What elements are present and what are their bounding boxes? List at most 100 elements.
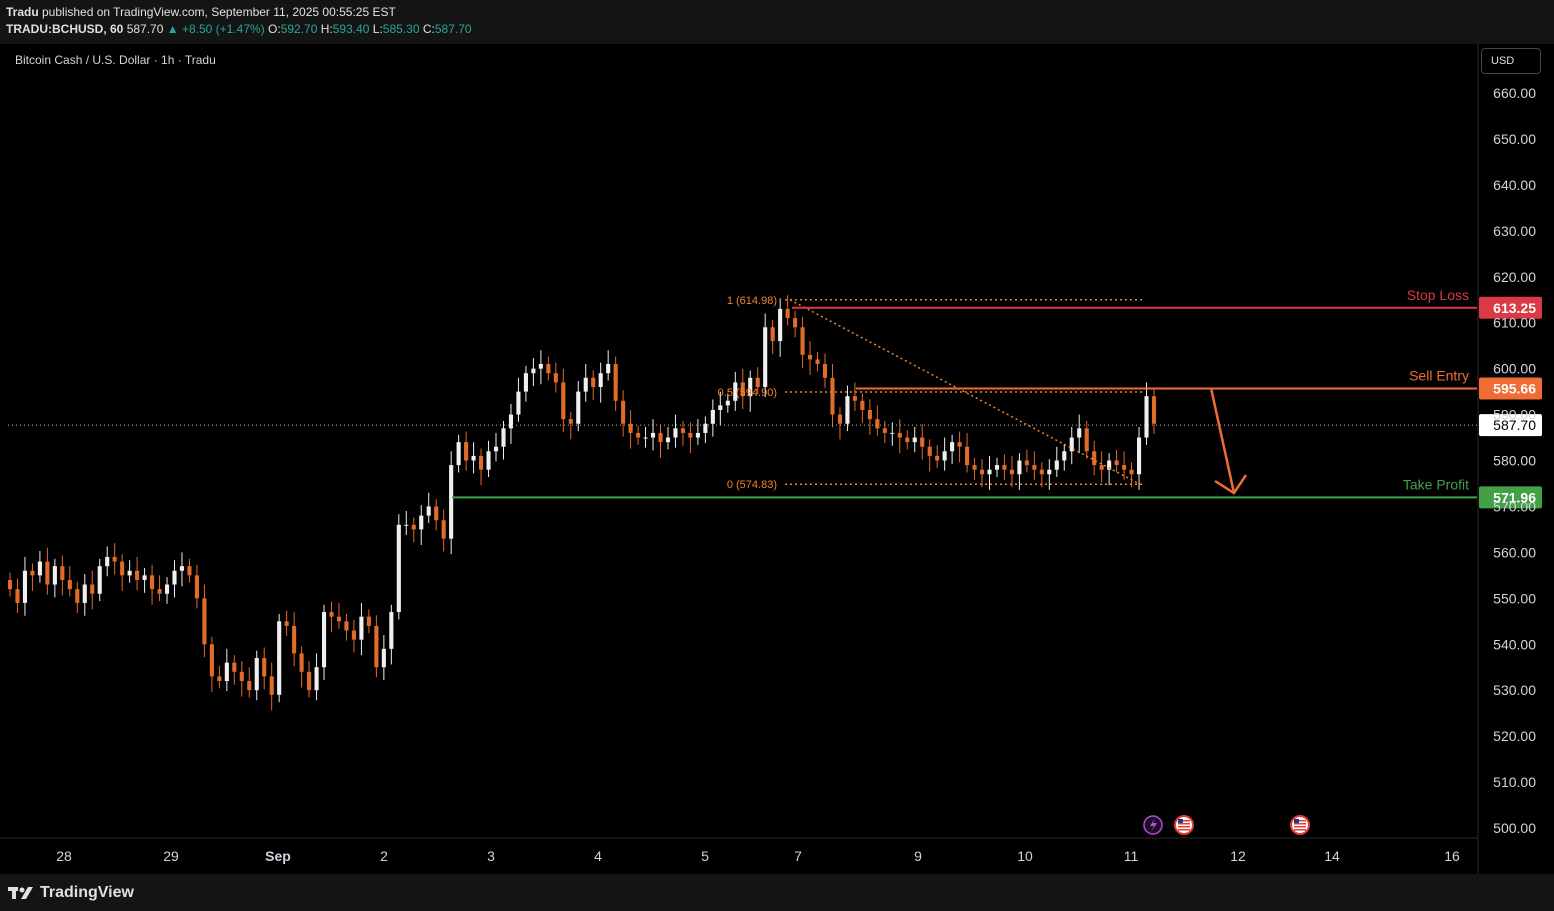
y-tick-label: 500.00 <box>1493 820 1536 836</box>
candle-body <box>262 658 267 677</box>
candle-body <box>890 432 895 434</box>
x-tick-label: 10 <box>1017 848 1033 864</box>
candle-body <box>837 414 843 424</box>
candle-body <box>441 520 446 539</box>
candle-body <box>1002 465 1007 470</box>
open-value: 592.70 <box>280 22 318 36</box>
currency-button[interactable]: USD <box>1481 48 1541 74</box>
candle-body <box>718 405 723 410</box>
candle-body <box>1129 469 1134 475</box>
candle-body <box>75 589 80 603</box>
x-tick-label: 29 <box>163 848 179 864</box>
candle-body <box>1009 469 1014 475</box>
candle-body <box>307 671 312 691</box>
fib-level-label: 0 (574.83) <box>727 479 777 491</box>
x-tick-label: Sep <box>265 848 291 864</box>
candle-body <box>546 364 551 374</box>
chart-frame[interactable] <box>0 44 1554 874</box>
price-tag <box>1479 296 1542 319</box>
candle-body <box>37 561 42 576</box>
candle-body <box>1069 437 1074 452</box>
x-tick-label: 12 <box>1230 848 1246 864</box>
price-tag-value: 571.96 <box>1493 489 1536 505</box>
candle-body <box>733 382 738 401</box>
y-tick-label: 540.00 <box>1493 636 1536 652</box>
candle-body <box>1136 437 1142 475</box>
candle-body <box>822 364 828 378</box>
open-label: O: <box>268 22 281 36</box>
price-tag-value: 595.66 <box>1493 381 1536 397</box>
candle-body <box>90 584 95 594</box>
candle-body <box>1039 469 1044 475</box>
candle-body <box>1077 428 1082 438</box>
candle-body <box>994 465 1000 470</box>
candle-body <box>217 676 222 681</box>
candle-body <box>598 373 603 387</box>
last-price: 587.70 <box>126 22 164 36</box>
candle-body <box>314 667 319 691</box>
fib-trend-line <box>789 299 1141 485</box>
candle-body <box>748 377 753 397</box>
x-tick-label: 2 <box>380 848 388 864</box>
candle-body <box>82 584 87 603</box>
candle-body <box>292 625 297 654</box>
publish-text: published on TradingView.com, September … <box>38 5 396 19</box>
candle-body <box>419 515 424 530</box>
candle-body <box>1151 396 1157 424</box>
high-label: H: <box>320 22 333 36</box>
candle-body <box>209 644 214 677</box>
candle-body <box>770 327 775 342</box>
candle-body <box>493 446 499 452</box>
candle-body <box>650 432 656 438</box>
candle-body <box>456 442 461 466</box>
x-tick-label: 14 <box>1324 848 1340 864</box>
candle-body <box>561 382 566 420</box>
candle-body <box>471 455 476 461</box>
tradingview-text: TradingView <box>40 884 134 901</box>
candle-body <box>269 676 274 695</box>
candle-body <box>1032 465 1037 470</box>
footer: TradingView <box>0 874 1554 911</box>
candle-body <box>643 437 648 439</box>
candle-body <box>299 653 304 672</box>
candle-body <box>1114 460 1119 466</box>
y-tick-label: 630.00 <box>1493 223 1536 239</box>
tradingview-logo[interactable]: TradingView <box>8 884 134 902</box>
candle-body <box>897 432 902 438</box>
candle-body <box>404 524 409 526</box>
author-name[interactable]: Tradu <box>6 5 39 19</box>
close-value: 587.70 <box>434 22 472 36</box>
candle-body <box>860 400 865 410</box>
trade-level-name: Take Profit <box>1403 476 1469 492</box>
low-value: 585.30 <box>382 22 420 36</box>
candle-body <box>703 423 708 433</box>
candle-body <box>187 566 192 576</box>
us-flag-event-icon <box>1174 815 1194 835</box>
candle-body <box>1122 465 1127 470</box>
candle-body <box>142 575 147 580</box>
candle-body <box>232 662 237 672</box>
candle-body <box>740 382 745 397</box>
candle-body <box>920 437 925 447</box>
y-tick-label: 620.00 <box>1493 269 1536 285</box>
y-tick-label: 560.00 <box>1493 544 1536 560</box>
candle-body <box>845 396 850 424</box>
candle-body <box>763 327 768 387</box>
candle-body <box>807 354 813 360</box>
x-tick-label: 28 <box>56 848 72 864</box>
candle-body <box>905 437 910 443</box>
candle-body <box>523 373 528 392</box>
lightning-event-icon <box>1143 815 1163 835</box>
candle-body <box>374 625 379 668</box>
candle-body <box>434 506 439 521</box>
y-tick-label: 530.00 <box>1493 682 1536 698</box>
candle-body <box>411 524 416 530</box>
candle-body <box>60 566 65 580</box>
price-tag <box>1479 486 1542 509</box>
candle-body <box>875 419 880 429</box>
low-label: L: <box>372 22 383 36</box>
x-tick-label: 16 <box>1444 848 1460 864</box>
y-tick-label: 520.00 <box>1493 728 1536 744</box>
candle-body <box>344 621 349 631</box>
